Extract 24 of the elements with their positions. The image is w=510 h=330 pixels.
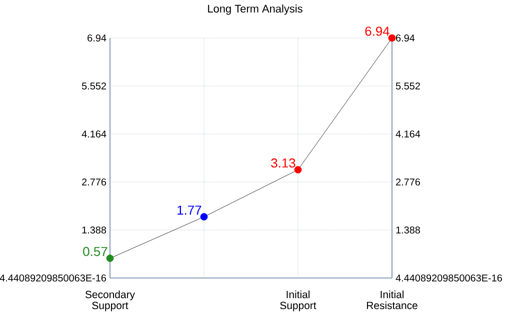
data-label: 3.13 [271, 158, 296, 168]
y2-tick-label: 6.94 [396, 34, 415, 42]
point [106, 254, 114, 262]
point [200, 213, 208, 220]
y2-tick-label: 1.388 [396, 226, 420, 234]
x-tick-label: Secondary Support [85, 290, 135, 312]
y2-tick-label: 5.552 [396, 82, 420, 90]
x-tick-label: Initial Support [280, 290, 316, 312]
y2-tick-label: 2.776 [396, 178, 420, 186]
data-label: 6.94 [365, 26, 390, 36]
y-tick-label: 4.44089209850063E-16 [0, 274, 106, 282]
x-tick-label: Initial Resistance [366, 290, 418, 310]
y-tick-label: 2.776 [82, 178, 106, 186]
y-tick-label: 6.94 [88, 34, 106, 42]
y2-tick-label: 4.44089209850063E-16 [396, 274, 502, 282]
point [388, 34, 396, 42]
data-label: 1.77 [178, 206, 202, 215]
y-tick-label: 4.164 [82, 130, 106, 138]
chart-title: Long Term Analysis [208, 4, 302, 15]
point [294, 166, 302, 174]
y-tick-label: 5.552 [82, 82, 106, 90]
data-label: 0.57 [83, 246, 108, 256]
y2-tick-label: 4.164 [396, 130, 420, 138]
y-tick-label: 1.388 [82, 226, 106, 234]
